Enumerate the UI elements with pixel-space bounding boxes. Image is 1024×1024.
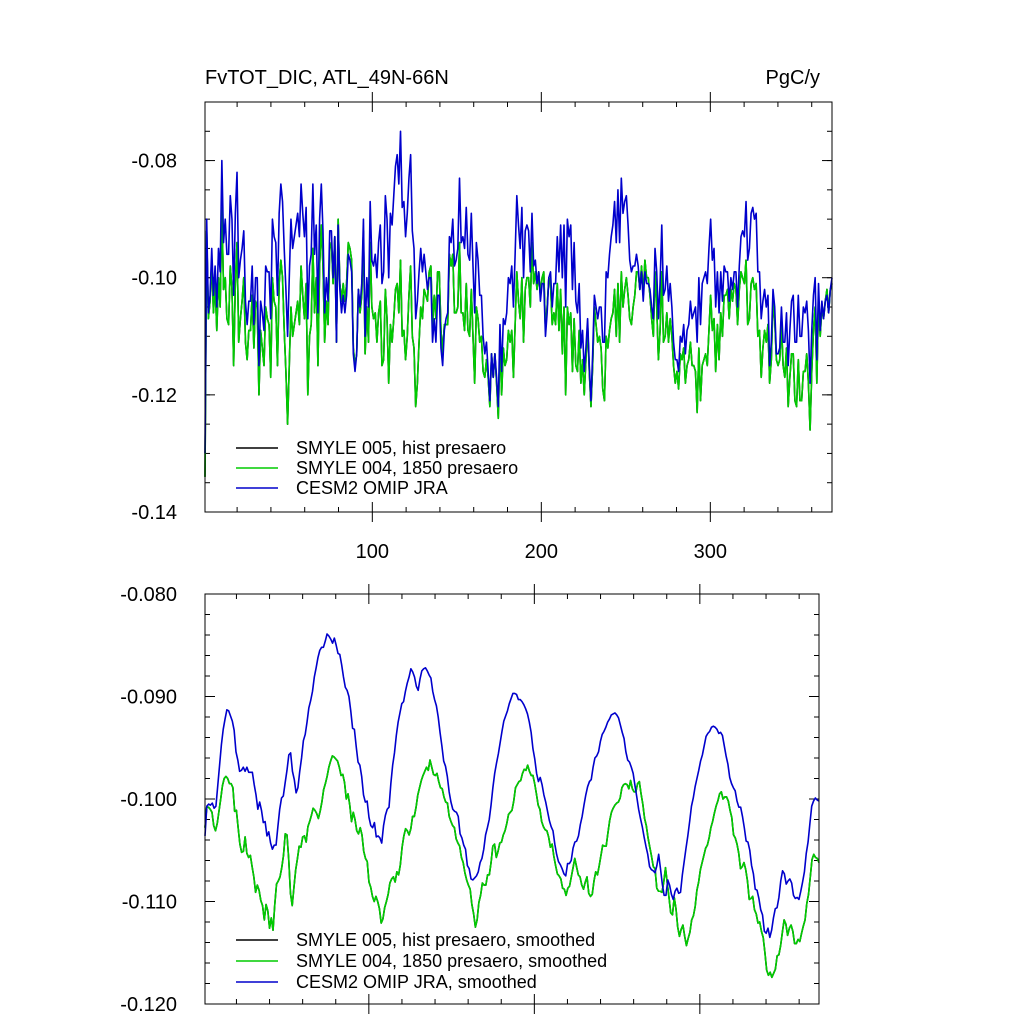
- x-tick-label: 100: [356, 541, 389, 563]
- y-tick-label: -0.14: [131, 502, 177, 524]
- bottom-panel-legend: SMYLE 005, hist presaero, smoothedSMYLE …: [236, 930, 607, 992]
- series-line-2: [204, 206, 833, 477]
- top-panel-frame: [204, 101, 833, 513]
- y-tick-label: -0.120: [120, 994, 177, 1016]
- bottom-panel-series: [204, 633, 820, 979]
- legend-label-1: SMYLE 005, hist presaero, smoothed: [296, 930, 595, 950]
- series-line-2: [204, 755, 820, 979]
- series-line-3: [204, 633, 820, 939]
- top-panel-ticks: -0.14 -0.12 -0.10 -0.08 100 200 300: [131, 92, 832, 563]
- y-tick-label: -0.12: [131, 385, 177, 407]
- y-tick-label: -0.090: [120, 687, 177, 709]
- top-panel: FvTOT_DIC, ATL_49N-66N PgC/y -0.14-0.12-…: [131, 67, 833, 563]
- top-panel-units: PgC/y: [766, 67, 820, 89]
- legend-label-3: CESM2 OMIP JRA, smoothed: [296, 972, 537, 992]
- x-tick-label: 200: [525, 541, 558, 563]
- legend-label-2: SMYLE 004, 1850 presaero, smoothed: [296, 951, 607, 971]
- x-tick-label: 300: [694, 541, 727, 563]
- bottom-panel-frame: [204, 593, 820, 1005]
- bottom-panel: -0.120 -0.110 -0.100 -0.090 -0.080 SMYLE 005…: [120, 584, 820, 1016]
- legend-label-1: SMYLE 005, hist presaero: [296, 438, 506, 458]
- y-tick-label: -0.100: [120, 789, 177, 811]
- top-panel-title: FvTOT_DIC, ATL_49N-66N: [205, 67, 449, 89]
- legend-label-2: SMYLE 004, 1850 presaero: [296, 458, 518, 478]
- y-tick-label: -0.110: [122, 892, 177, 914]
- legend-label-3: CESM2 OMIP JRA: [296, 478, 448, 498]
- series-line-3: [204, 130, 833, 454]
- y-tick-label: -0.080: [120, 584, 177, 606]
- top-panel-series: [204, 130, 833, 477]
- y-tick-label: -0.10: [131, 268, 177, 290]
- y-tick-label: -0.08: [131, 151, 177, 173]
- series-line-1: [204, 206, 833, 477]
